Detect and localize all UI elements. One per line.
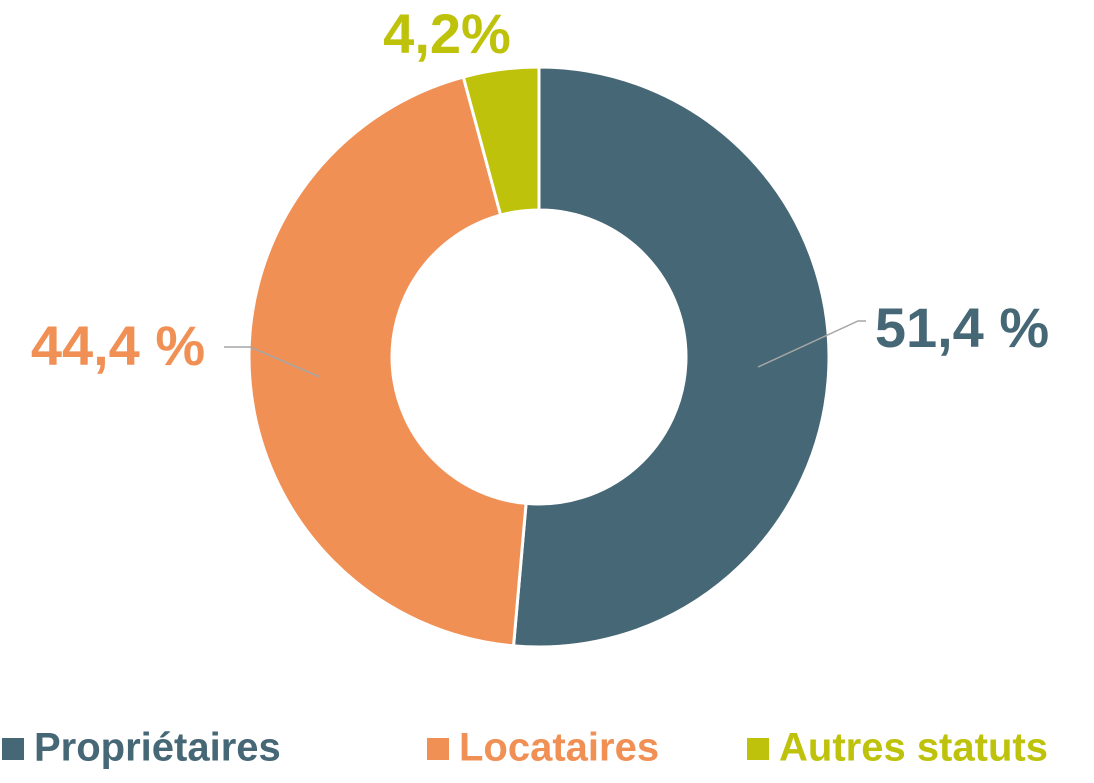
legend-label: Locataires — [459, 726, 659, 770]
data-label: 44,4 % — [31, 314, 205, 377]
slice — [247, 75, 528, 648]
leader-line — [757, 320, 866, 368]
slice — [511, 65, 831, 649]
legend-swatch — [747, 738, 769, 760]
legend-label: Propriétaires — [34, 726, 281, 770]
legend-label: Autres statuts — [779, 726, 1048, 770]
data-label: 51,4 % — [875, 296, 1049, 359]
legend-swatch — [427, 738, 449, 760]
data-label: 4,2% — [383, 2, 511, 65]
legend-swatch — [2, 738, 24, 760]
leader-line — [224, 346, 321, 378]
slice — [461, 65, 541, 217]
